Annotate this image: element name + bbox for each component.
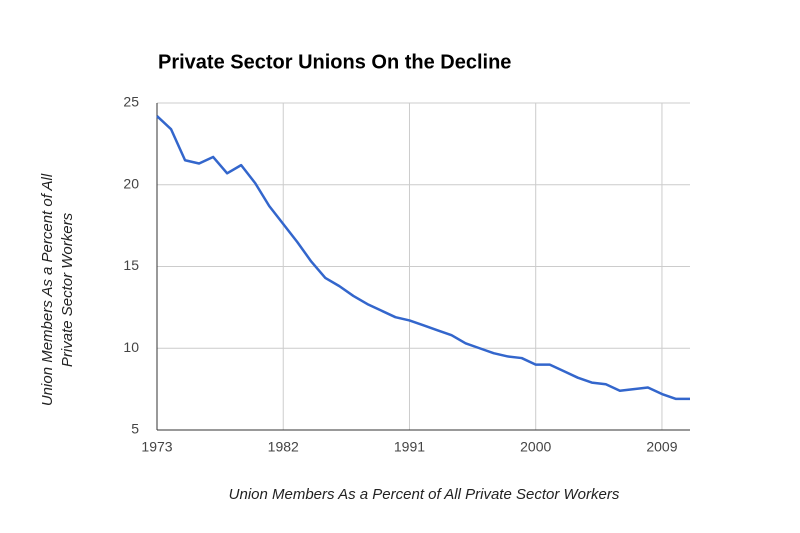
x-tick-label: 2009 — [646, 439, 677, 455]
x-tick-label: 2000 — [520, 439, 551, 455]
line-series — [156, 115, 690, 401]
y-tick-label: 5 — [131, 421, 139, 437]
y-axis-title: Union Members As a Percent of All Privat… — [39, 173, 76, 406]
y-axis-title-line: Union Members As a Percent of All — [39, 173, 56, 406]
chart-title: Private Sector Unions On the Decline — [158, 51, 511, 73]
x-tick-label: 1991 — [394, 439, 425, 455]
x-tick-label: 1973 — [141, 439, 172, 455]
y-axis-title-line: Private Sector Workers — [59, 212, 76, 367]
y-tick-label: 25 — [123, 94, 139, 110]
y-tick-label: 15 — [123, 257, 139, 273]
x-tick-label: 1982 — [268, 439, 299, 455]
x-axis-title: Union Members As a Percent of All Privat… — [229, 486, 620, 503]
y-tick-label: 10 — [123, 339, 139, 355]
y-tick-label: 20 — [123, 175, 139, 191]
